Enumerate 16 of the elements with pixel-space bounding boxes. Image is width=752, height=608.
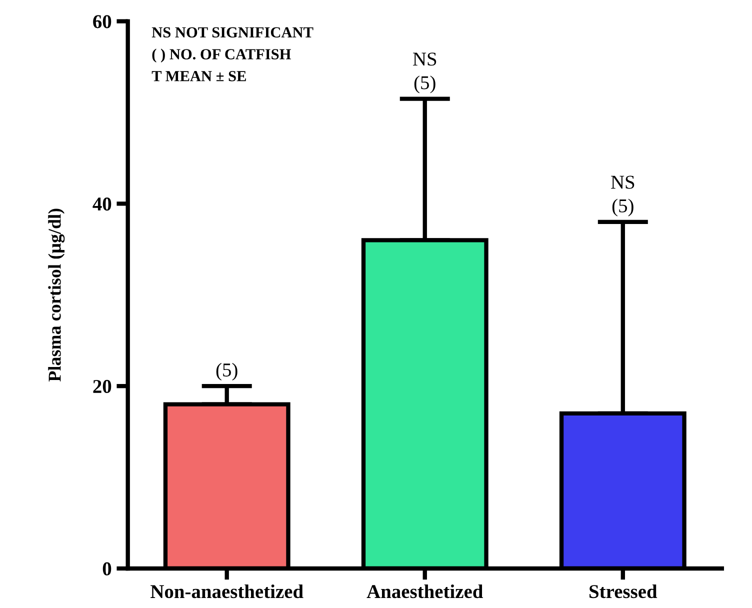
x-tick-label: Non-anaesthetized — [150, 584, 304, 598]
y-tick-label: 60 — [93, 15, 112, 28]
y-tick-label: 40 — [92, 197, 112, 211]
y-tick-label: 20 — [93, 380, 112, 394]
x-tick-label: Stressed — [590, 584, 658, 598]
annotation: NS NOT SIGNIFICANT — [152, 27, 314, 38]
y-axis-title: Plasma cortisol (µg/dl) — [48, 208, 65, 382]
annotation: (5) — [612, 198, 634, 216]
annotation: NS — [611, 176, 634, 189]
annotation: T MEAN ± SE — [152, 71, 246, 82]
annotation: ( ) NO. OF CATFISH — [152, 48, 291, 62]
annotation: (5) — [414, 76, 436, 94]
annotation: NS — [413, 52, 436, 66]
x-tick-label: Anaesthetized — [366, 584, 483, 598]
annotation: (5) — [216, 362, 238, 381]
y-tick-label: 0 — [102, 562, 112, 576]
